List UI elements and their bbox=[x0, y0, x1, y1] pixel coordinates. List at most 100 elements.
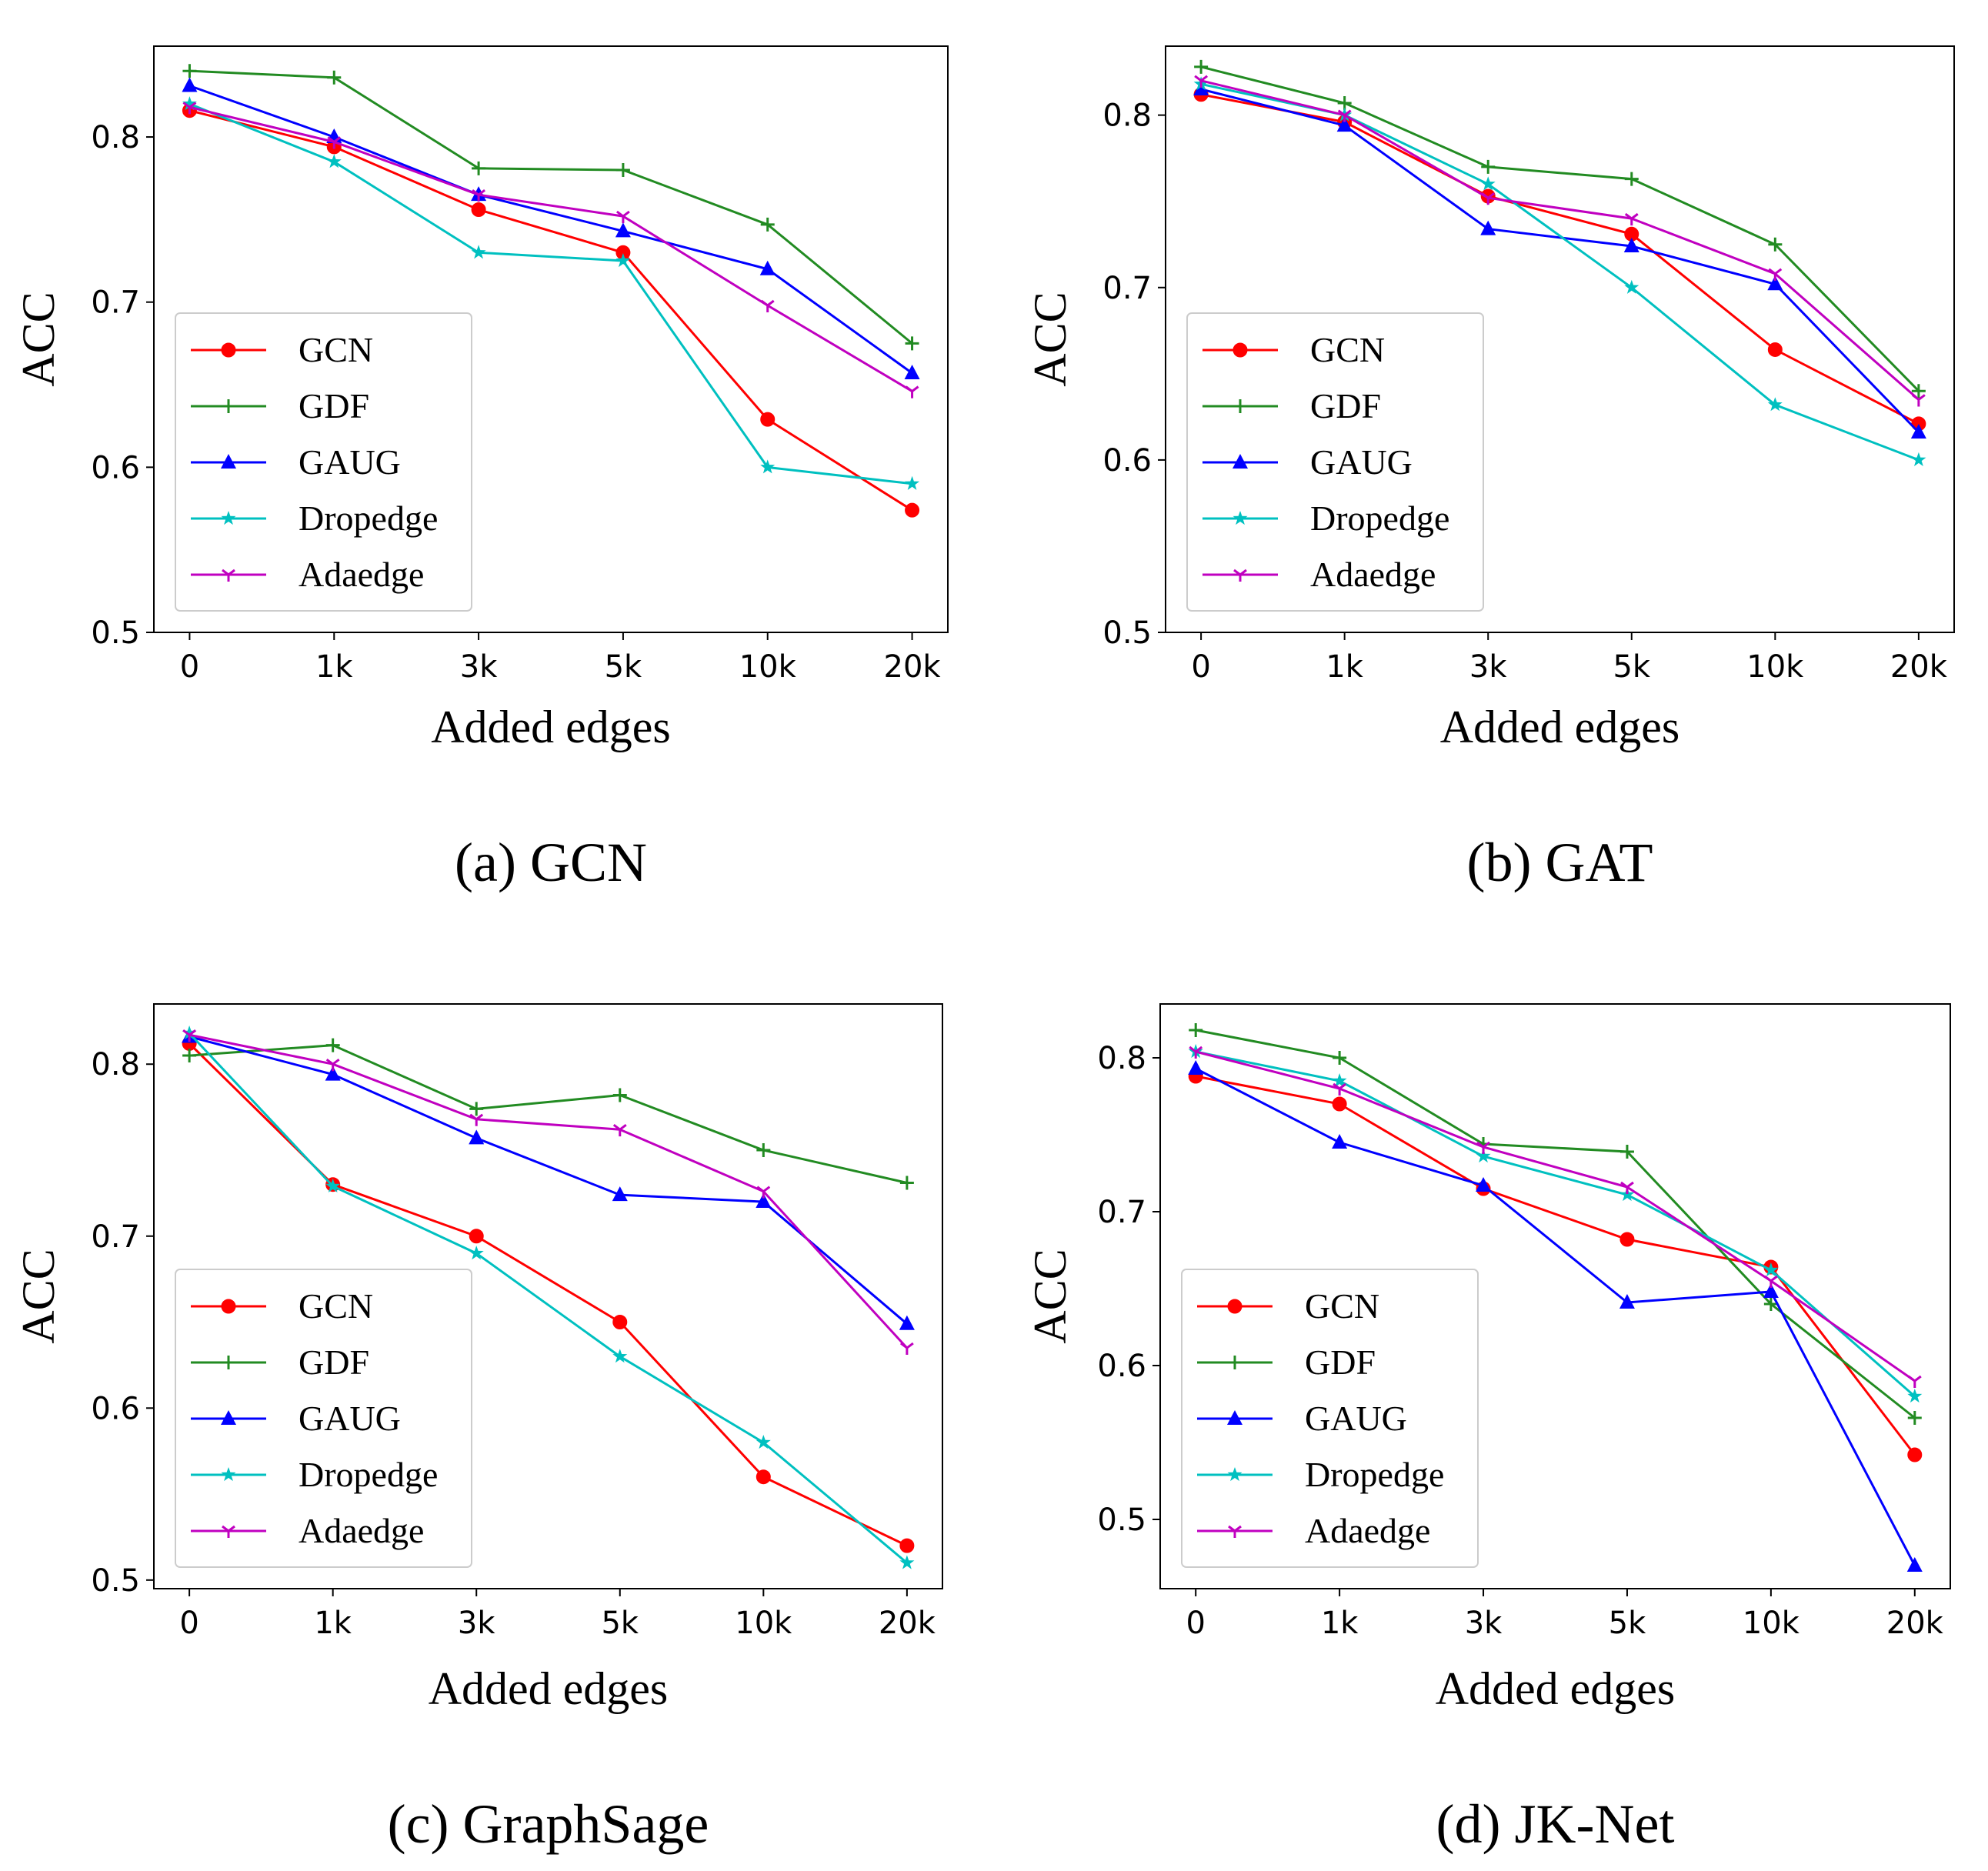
x-axis-label: Added edges bbox=[1440, 702, 1680, 752]
data-point bbox=[327, 70, 342, 85]
legend-entry: Dropedge bbox=[1197, 1455, 1444, 1494]
data-point bbox=[182, 64, 197, 78]
series-adaedge bbox=[182, 102, 919, 399]
subfigure-caption: (c) GraphSage bbox=[388, 1793, 709, 1855]
panel-c-graphsage: 0.5 0.6 0.7 0.8 0 1k 3k 5k 10k 20k Added edges ACC G… bbox=[13, 1003, 943, 1855]
data-point bbox=[1332, 1073, 1347, 1088]
data-point bbox=[1480, 220, 1496, 235]
data-point bbox=[756, 1186, 771, 1199]
legend-marker bbox=[222, 1525, 235, 1538]
data-point bbox=[899, 1315, 915, 1330]
data-point bbox=[182, 1026, 197, 1040]
legend-entry: GDF bbox=[191, 386, 369, 425]
data-point bbox=[612, 1315, 628, 1330]
series-line bbox=[1195, 1067, 1916, 1566]
x-tick-label: 20k bbox=[1890, 649, 1948, 685]
data-point bbox=[1481, 159, 1496, 174]
data-point bbox=[1907, 1389, 1923, 1403]
legend-marker bbox=[1232, 454, 1248, 469]
data-point bbox=[1763, 1262, 1779, 1277]
series-line bbox=[188, 1033, 909, 1349]
legend-box bbox=[175, 312, 472, 612]
legend-entry: Dropedge bbox=[191, 499, 438, 538]
data-point bbox=[1911, 384, 1926, 399]
legend-marker bbox=[1232, 511, 1248, 525]
legend-entry: GAUG bbox=[191, 1399, 401, 1438]
legend-box bbox=[1186, 312, 1484, 612]
legend-marker bbox=[221, 1467, 236, 1482]
series-line bbox=[1195, 1050, 1916, 1382]
legend-label: Dropedge bbox=[299, 499, 438, 538]
x-tick-label: 10k bbox=[735, 1606, 792, 1641]
legend-marker bbox=[1228, 1356, 1242, 1369]
panel-d-jknet: 0.5 0.6 0.7 0.8 0 1k 3k 5k 10k 20k Added edges ACC G… bbox=[1025, 1003, 1951, 1855]
y-tick-label: 0.5 bbox=[1102, 615, 1152, 651]
y-axis-label: ACC bbox=[1025, 1249, 1076, 1343]
legend-label: Dropedge bbox=[1305, 1455, 1444, 1494]
data-point bbox=[469, 1102, 484, 1116]
data-point bbox=[899, 1555, 915, 1569]
legend-label: GAUG bbox=[1305, 1399, 1407, 1438]
data-point bbox=[1333, 1051, 1347, 1065]
data-point bbox=[471, 202, 486, 218]
legend-entry: GAUG bbox=[1202, 442, 1413, 482]
data-point bbox=[182, 1049, 197, 1063]
data-point bbox=[760, 217, 775, 232]
legend-marker bbox=[1233, 399, 1247, 413]
y-axis-label: ACC bbox=[1025, 292, 1076, 386]
x-tick-label: 1k bbox=[1321, 1606, 1359, 1641]
legend-entry: GCN bbox=[1202, 330, 1385, 369]
data-point bbox=[471, 245, 486, 259]
x-tick-label: 10k bbox=[1746, 649, 1804, 685]
series-line bbox=[1200, 65, 1920, 392]
series-line bbox=[188, 85, 913, 375]
series-adaedge bbox=[1194, 75, 1926, 407]
data-point bbox=[1768, 268, 1783, 281]
x-tick-label: 3k bbox=[458, 1606, 495, 1641]
data-point bbox=[760, 412, 776, 427]
legend-label: GAUG bbox=[299, 442, 401, 482]
data-point bbox=[615, 162, 630, 177]
x-tick-label: 1k bbox=[315, 649, 353, 685]
y-tick-label: 0.6 bbox=[91, 1391, 140, 1426]
data-point bbox=[1768, 237, 1783, 252]
data-point bbox=[327, 136, 342, 149]
data-point bbox=[1332, 1096, 1347, 1112]
legend-label: Dropedge bbox=[1310, 499, 1449, 538]
data-point bbox=[1332, 1134, 1348, 1149]
series-gdf bbox=[182, 1038, 914, 1190]
legend-label: GCN bbox=[299, 1286, 373, 1326]
data-point bbox=[905, 385, 919, 399]
x-tick-label: 0 bbox=[179, 1606, 198, 1641]
legend-label: GAUG bbox=[299, 1399, 401, 1438]
data-point bbox=[1623, 237, 1639, 252]
data-point bbox=[1476, 1141, 1490, 1154]
y-tick-label: 0.5 bbox=[91, 1563, 140, 1599]
legend-label: Dropedge bbox=[299, 1455, 438, 1494]
legend-label: GCN bbox=[1310, 330, 1385, 369]
series-gaug bbox=[1188, 1060, 1923, 1572]
legend-entry: GCN bbox=[191, 1286, 373, 1326]
y-tick-label: 0.7 bbox=[91, 1219, 140, 1255]
data-point bbox=[1907, 1447, 1923, 1462]
series-gdf bbox=[1194, 59, 1926, 399]
legend-label: GDF bbox=[299, 1342, 369, 1382]
data-point bbox=[325, 1038, 340, 1052]
subfigure-caption: (b) GAT bbox=[1467, 832, 1653, 893]
x-axis-label: Added edges bbox=[1436, 1663, 1676, 1714]
data-point bbox=[1620, 1181, 1634, 1194]
y-axis-label: ACC bbox=[13, 292, 64, 386]
legend-label: GDF bbox=[299, 386, 369, 425]
data-point bbox=[1481, 192, 1496, 205]
series-gdf bbox=[182, 64, 919, 351]
data-point bbox=[469, 1229, 484, 1244]
legend-marker bbox=[222, 399, 235, 413]
legend-box bbox=[1181, 1269, 1479, 1568]
series-line bbox=[1200, 79, 1920, 401]
data-point bbox=[1767, 342, 1783, 357]
x-tick-label: 5k bbox=[1613, 649, 1650, 685]
legend-entry: GDF bbox=[1197, 1342, 1376, 1382]
legend-box bbox=[175, 1269, 472, 1568]
legend: GCN GDF GAUG Dropedge Adaedge bbox=[175, 312, 472, 612]
data-point bbox=[472, 188, 485, 202]
